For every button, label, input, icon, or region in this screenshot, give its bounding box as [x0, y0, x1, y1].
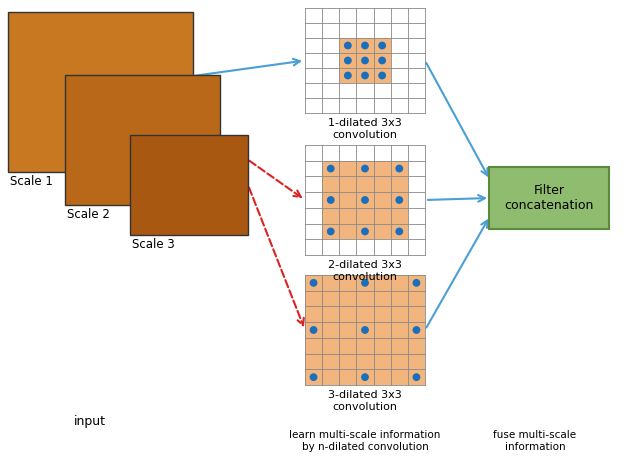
Text: Scale 2: Scale 2	[67, 208, 110, 221]
Circle shape	[362, 280, 368, 286]
Circle shape	[345, 73, 351, 78]
Circle shape	[362, 42, 368, 49]
Circle shape	[310, 374, 317, 381]
Text: 2-dilated 3x3
convolution: 2-dilated 3x3 convolution	[328, 260, 402, 282]
Text: learn multi-scale information
by n-dilated convolution: learn multi-scale information by n-dilat…	[289, 430, 441, 452]
Circle shape	[362, 73, 368, 78]
Bar	[339, 38, 390, 83]
FancyBboxPatch shape	[489, 167, 609, 229]
Circle shape	[362, 197, 368, 203]
Circle shape	[396, 228, 403, 235]
Circle shape	[310, 280, 317, 286]
Circle shape	[379, 57, 385, 64]
Text: Filter
concatenation: Filter concatenation	[504, 184, 594, 212]
Circle shape	[413, 374, 420, 381]
Circle shape	[362, 228, 368, 235]
Circle shape	[413, 327, 420, 333]
Bar	[130, 135, 248, 235]
Circle shape	[396, 197, 403, 203]
Circle shape	[362, 374, 368, 381]
Text: Scale 1: Scale 1	[10, 175, 53, 188]
Circle shape	[328, 197, 334, 203]
Circle shape	[413, 280, 420, 286]
Text: fuse multi-scale
information: fuse multi-scale information	[493, 430, 577, 452]
Bar	[65, 75, 220, 205]
Text: 1-dilated 3x3
convolution: 1-dilated 3x3 convolution	[328, 118, 402, 140]
Circle shape	[396, 165, 403, 172]
Circle shape	[310, 327, 317, 333]
Text: 3-dilated 3x3
convolution: 3-dilated 3x3 convolution	[328, 390, 402, 412]
Circle shape	[328, 228, 334, 235]
Circle shape	[345, 57, 351, 64]
Circle shape	[379, 73, 385, 78]
Circle shape	[362, 165, 368, 172]
Circle shape	[345, 42, 351, 49]
Circle shape	[362, 57, 368, 64]
Text: Scale 3: Scale 3	[132, 238, 175, 251]
Text: input: input	[74, 415, 106, 428]
Circle shape	[379, 42, 385, 49]
Circle shape	[328, 165, 334, 172]
Bar	[305, 275, 425, 385]
Circle shape	[362, 327, 368, 333]
Bar	[8, 12, 193, 172]
Bar	[322, 161, 408, 239]
